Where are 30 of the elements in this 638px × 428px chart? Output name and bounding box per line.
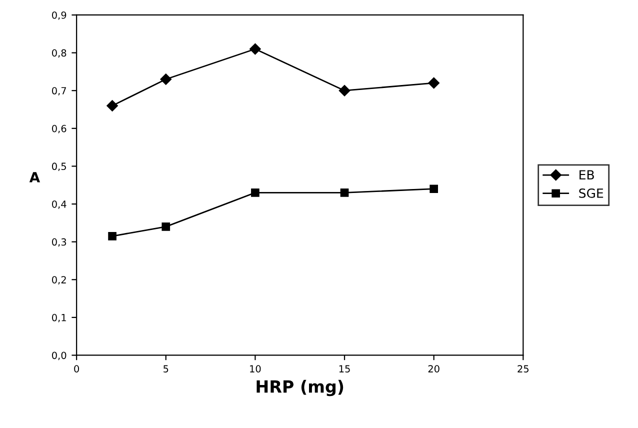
y-tick-label: 0,2	[52, 276, 66, 284]
y-tick-label: 0,8	[52, 49, 66, 58]
point	[106, 100, 118, 112]
x-tick-label: 5	[164, 365, 168, 372]
y-tick-label: 0,3	[52, 238, 66, 247]
point	[430, 184, 438, 194]
y-tick-label: 0,5	[52, 162, 66, 172]
point	[160, 74, 172, 85]
x-axis-title: HRP (mg)	[256, 380, 344, 396]
x-tick-label: 15	[339, 365, 350, 372]
y-axis-title: A	[29, 172, 40, 182]
y-tick-label: 0,7	[52, 87, 66, 96]
point	[338, 84, 350, 96]
x-tick-label: 25	[518, 365, 528, 372]
point	[250, 43, 261, 55]
point	[162, 222, 170, 231]
y-tick-label: 0,9	[52, 11, 66, 20]
x-tick-label: 10	[250, 365, 261, 372]
point	[340, 188, 349, 197]
y-tick-label: 0,0	[52, 352, 66, 360]
y-tick-label: 0,4	[52, 200, 66, 209]
y-tick-label: 0,1	[52, 314, 66, 322]
x-tick-label: 0	[74, 365, 80, 372]
y-tick-label: 0,6	[52, 124, 66, 134]
legend-label: EB	[580, 170, 594, 180]
point	[251, 188, 260, 197]
x-tick-label: 20	[428, 365, 440, 372]
point	[428, 77, 440, 89]
point	[108, 232, 116, 240]
legend-label: SGE	[579, 188, 604, 198]
